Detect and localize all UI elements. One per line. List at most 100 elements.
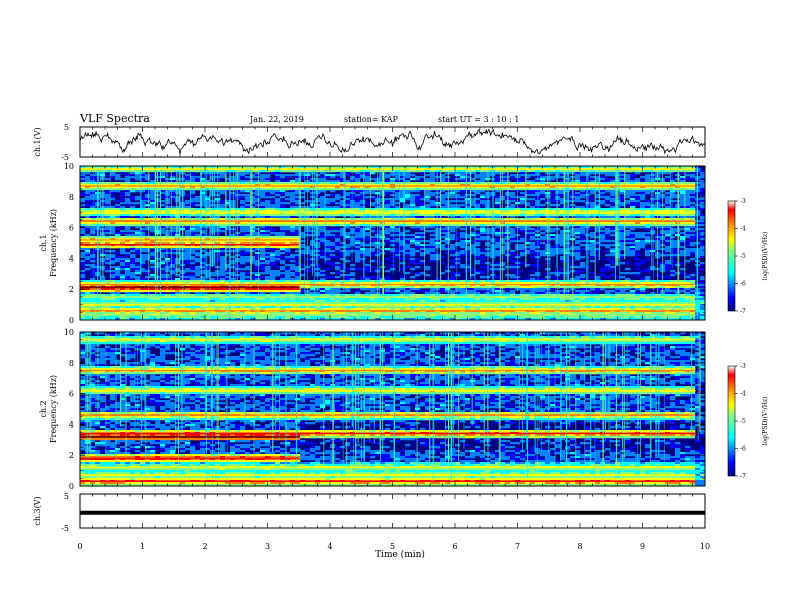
spectrogram-cell xyxy=(595,230,601,233)
spectrogram-cell xyxy=(220,218,226,221)
spectrogram-cell xyxy=(700,214,705,217)
spectrogram-cell xyxy=(470,194,476,197)
spectrogram-cell xyxy=(175,234,181,237)
spectrogram-cell xyxy=(270,208,276,211)
spectrogram-cell xyxy=(325,212,331,215)
spectrogram-cell xyxy=(225,194,231,197)
start-time-label: start UT = 3 : 10 : 1 xyxy=(438,115,519,124)
spectrogram-cell xyxy=(425,184,431,187)
spectrogram-cell xyxy=(295,246,301,249)
spectrogram-cell xyxy=(590,176,596,179)
spectrogram-cell xyxy=(525,228,531,231)
spectrogram-cell xyxy=(635,198,641,201)
spectrogram-cell xyxy=(670,248,676,251)
spectrogram-cell xyxy=(635,182,641,185)
spectrogram-cell xyxy=(170,246,176,249)
spectrogram-cell xyxy=(510,174,516,177)
spectrogram-cell xyxy=(610,228,616,231)
spectrogram-cell xyxy=(605,244,611,247)
spectrogram-cell xyxy=(575,200,581,203)
spectrogram-cell xyxy=(230,222,236,225)
spectrogram-cell xyxy=(170,234,176,237)
spectrogram-cell xyxy=(680,212,686,215)
spectrogram-cell xyxy=(510,206,516,209)
spectrogram-cell xyxy=(170,180,176,183)
spectrogram-cell xyxy=(90,206,96,209)
spectrogram-cell xyxy=(420,226,426,229)
spectrogram-cell xyxy=(285,246,291,249)
spectrogram-cell xyxy=(700,170,705,173)
spectrogram-cell xyxy=(120,258,126,261)
spectrogram-cell xyxy=(175,248,181,251)
spectrogram-cell xyxy=(480,252,486,255)
spectrogram-cell xyxy=(290,170,296,173)
spectrogram-cell xyxy=(325,184,331,187)
spectrogram-cell xyxy=(415,182,421,185)
spectrogram-cell xyxy=(645,248,651,251)
spectrogram-cell xyxy=(575,212,581,215)
spectrogram-cell xyxy=(280,202,286,205)
spectrogram-cell xyxy=(605,250,611,253)
spectrogram-cell xyxy=(395,166,401,169)
spectrogram-cell xyxy=(625,194,631,197)
spectrogram-cell xyxy=(395,182,401,185)
spectrogram-cell xyxy=(150,256,156,259)
spectrogram-cell xyxy=(525,198,531,201)
spectrogram-cell xyxy=(245,206,251,209)
spectrogram-cell xyxy=(265,224,271,227)
spectrogram-cell xyxy=(265,180,271,183)
spectrogram-cell xyxy=(170,206,176,209)
spectrogram-cell xyxy=(405,258,411,261)
spectrogram-cell xyxy=(600,208,606,211)
spectrogram-cell xyxy=(130,202,136,205)
spectrogram-cell xyxy=(580,228,586,231)
spectrogram-cell xyxy=(650,204,656,207)
spectrogram-cell xyxy=(700,216,705,219)
spectrogram-cell xyxy=(350,176,356,179)
spectrogram-cell xyxy=(335,224,341,227)
spectrogram-cell xyxy=(345,166,351,169)
spectrogram-cell xyxy=(185,204,191,207)
spectrogram-cell xyxy=(440,170,446,173)
spectrogram-cell xyxy=(450,214,456,217)
spectrogram-cell xyxy=(605,228,611,231)
spectrogram-cell xyxy=(110,242,116,245)
spectrogram-cell xyxy=(700,218,705,221)
spectrogram-cell xyxy=(455,236,461,239)
spectrogram-cell xyxy=(160,254,166,257)
spectrogram-cell xyxy=(85,228,91,231)
spectrogram-cell xyxy=(630,224,636,227)
spectrogram-cell xyxy=(550,228,556,231)
spectrogram-cell xyxy=(475,248,481,251)
spectrogram-cell xyxy=(165,258,171,261)
spectrogram-cell xyxy=(665,242,671,245)
spectrogram-cell xyxy=(90,228,96,231)
spectrogram-cell xyxy=(355,206,361,209)
spectrogram-cell xyxy=(200,182,206,185)
spectrogram-cell xyxy=(480,222,486,225)
spectrogram-cell xyxy=(645,170,651,173)
spectrogram-cell xyxy=(625,252,631,255)
spectrogram-cell xyxy=(575,232,581,235)
spectrogram-cell xyxy=(200,202,206,205)
spectrogram-cell xyxy=(560,170,566,173)
spectrogram-cell xyxy=(470,216,476,219)
spectrogram-cell xyxy=(700,184,705,187)
spectrogram-cell xyxy=(220,182,226,185)
spectrogram-cell xyxy=(605,198,611,201)
spectrogram-cell xyxy=(530,232,536,235)
spectrogram-cell xyxy=(435,166,441,169)
spectrogram-cell xyxy=(230,196,236,199)
spectrogram-cell xyxy=(495,218,501,221)
spectrogram-cell xyxy=(420,196,426,199)
spectrogram-cell xyxy=(325,218,331,221)
spectrogram-cell xyxy=(540,226,546,229)
spectrogram-cell xyxy=(260,184,266,187)
spectrogram-cell xyxy=(475,234,481,237)
spectrogram-cell xyxy=(165,204,171,207)
spectrogram-cell xyxy=(600,224,606,227)
spectrogram-cell xyxy=(700,236,705,239)
spectrogram-cell xyxy=(495,254,501,257)
spectrogram-cell xyxy=(135,244,141,247)
spectrogram-cell xyxy=(560,224,566,227)
